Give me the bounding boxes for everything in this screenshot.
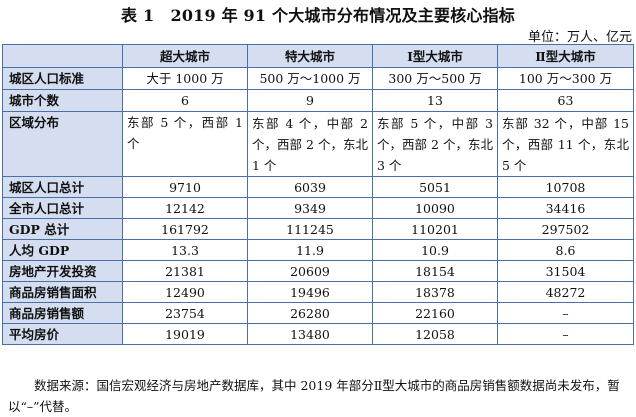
table-row: 平均房价 19019 13480 12058 – xyxy=(2,323,634,345)
table-cell: 东部 5 个，西部 1 个 xyxy=(122,111,248,177)
table-cell: 10708 xyxy=(497,176,634,198)
table-title: 表 1 2019 年 91 个大城市分布情况及主要核心指标 xyxy=(120,6,515,25)
table-cell: 100 万～300 万 xyxy=(497,67,634,90)
table-cell: 23754 xyxy=(122,302,248,324)
row-header: 商品房销售面积 xyxy=(2,281,123,303)
table-cell: 12058 xyxy=(372,323,498,345)
table-cell: 8.6 xyxy=(497,239,634,261)
table-cell: 12142 xyxy=(122,197,248,219)
table-cell: 13480 xyxy=(247,323,373,345)
table-cell: 18378 xyxy=(372,281,498,303)
table-cell: – xyxy=(497,302,634,324)
indicator-table: 超大城市 特大城市 Ⅰ型大城市 Ⅱ型大城市 城区人口标准 大于 1000 万 5… xyxy=(2,44,634,345)
table-cell: 东部 5 个，中部 3 个，西部 2 个，东北 3 个 xyxy=(372,111,498,177)
table-row: 商品房销售额 23754 26280 22160 – xyxy=(2,302,634,324)
table-row: 全市人口总计 12142 9349 10090 34416 xyxy=(2,197,634,219)
table-cell: 11.9 xyxy=(247,239,373,261)
row-header: 房地产开发投资 xyxy=(2,260,123,282)
table-cell: 111245 xyxy=(247,218,373,240)
column-header: Ⅰ型大城市 xyxy=(372,44,498,68)
table-cell: 东部 32 个，中部 15 个，西部 11 个，东北 5 个 xyxy=(497,111,634,177)
table-cell: 63 xyxy=(497,89,634,112)
table-cell: 20609 xyxy=(247,260,373,282)
row-header: 城区人口标准 xyxy=(2,67,123,90)
table-row: GDP 总计 161792 111245 110201 297502 xyxy=(2,218,634,240)
table-cell: 48272 xyxy=(497,281,634,303)
table-cell: – xyxy=(497,323,634,345)
row-header: GDP 总计 xyxy=(2,218,123,240)
table-cell: 10.9 xyxy=(372,239,498,261)
table-row: 城市个数 6 9 13 63 xyxy=(2,89,634,112)
table-cell: 东部 4 个，中部 2 个，西部 2 个，东北 1 个 xyxy=(247,111,373,177)
column-header: 特大城市 xyxy=(247,44,373,68)
table-cell: 26280 xyxy=(247,302,373,324)
table-row: 商品房销售面积 12490 19496 18378 48272 xyxy=(2,281,634,303)
table-cell: 大于 1000 万 xyxy=(122,67,248,90)
table-cell: 13 xyxy=(372,89,498,112)
table-cell: 19019 xyxy=(122,323,248,345)
table-cell: 9710 xyxy=(122,176,248,198)
row-header: 城区人口总计 xyxy=(2,176,123,198)
table-cell: 21381 xyxy=(122,260,248,282)
table-cell: 31504 xyxy=(497,260,634,282)
table-cell: 6 xyxy=(122,89,248,112)
source-note: 数据来源：国信宏观经济与房地产数据库，其中 2019 年部分Ⅱ型大城市的商品房销… xyxy=(8,378,620,414)
table-cell: 500 万～1000 万 xyxy=(247,67,373,90)
table-cell: 18154 xyxy=(372,260,498,282)
table-cell: 12490 xyxy=(122,281,248,303)
table-cell: 300 万～500 万 xyxy=(372,67,498,90)
row-header: 平均房价 xyxy=(2,323,123,345)
table-cell: 10090 xyxy=(372,197,498,219)
row-header: 全市人口总计 xyxy=(2,197,123,219)
table-cell: 5051 xyxy=(372,176,498,198)
row-header: 区域分布 xyxy=(2,111,123,177)
table-cell: 13.3 xyxy=(122,239,248,261)
table-row: 区域分布 东部 5 个，西部 1 个 东部 4 个，中部 2 个，西部 2 个，… xyxy=(2,111,634,177)
table-cell: 9 xyxy=(247,89,373,112)
table-cell: 6039 xyxy=(247,176,373,198)
table-row: 人均 GDP 13.3 11.9 10.9 8.6 xyxy=(2,239,634,261)
table-cell: 19496 xyxy=(247,281,373,303)
corner-cell xyxy=(2,44,123,68)
row-header: 商品房销售额 xyxy=(2,302,123,324)
table-row: 城区人口标准 大于 1000 万 500 万～1000 万 300 万～500 … xyxy=(2,67,634,90)
table-cell: 22160 xyxy=(372,302,498,324)
table-header-row: 超大城市 特大城市 Ⅰ型大城市 Ⅱ型大城市 xyxy=(2,44,634,68)
table-cell: 297502 xyxy=(497,218,634,240)
column-header: Ⅱ型大城市 xyxy=(497,44,634,68)
unit-note: 单位：万人、亿元 xyxy=(527,30,632,45)
column-header: 超大城市 xyxy=(122,44,248,68)
table-cell: 110201 xyxy=(372,218,498,240)
row-header: 人均 GDP xyxy=(2,239,123,261)
table-cell: 161792 xyxy=(122,218,248,240)
table-row: 城区人口总计 9710 6039 5051 10708 xyxy=(2,176,634,198)
row-header: 城市个数 xyxy=(2,89,123,112)
table-cell: 34416 xyxy=(497,197,634,219)
table-row: 房地产开发投资 21381 20609 18154 31504 xyxy=(2,260,634,282)
table-cell: 9349 xyxy=(247,197,373,219)
